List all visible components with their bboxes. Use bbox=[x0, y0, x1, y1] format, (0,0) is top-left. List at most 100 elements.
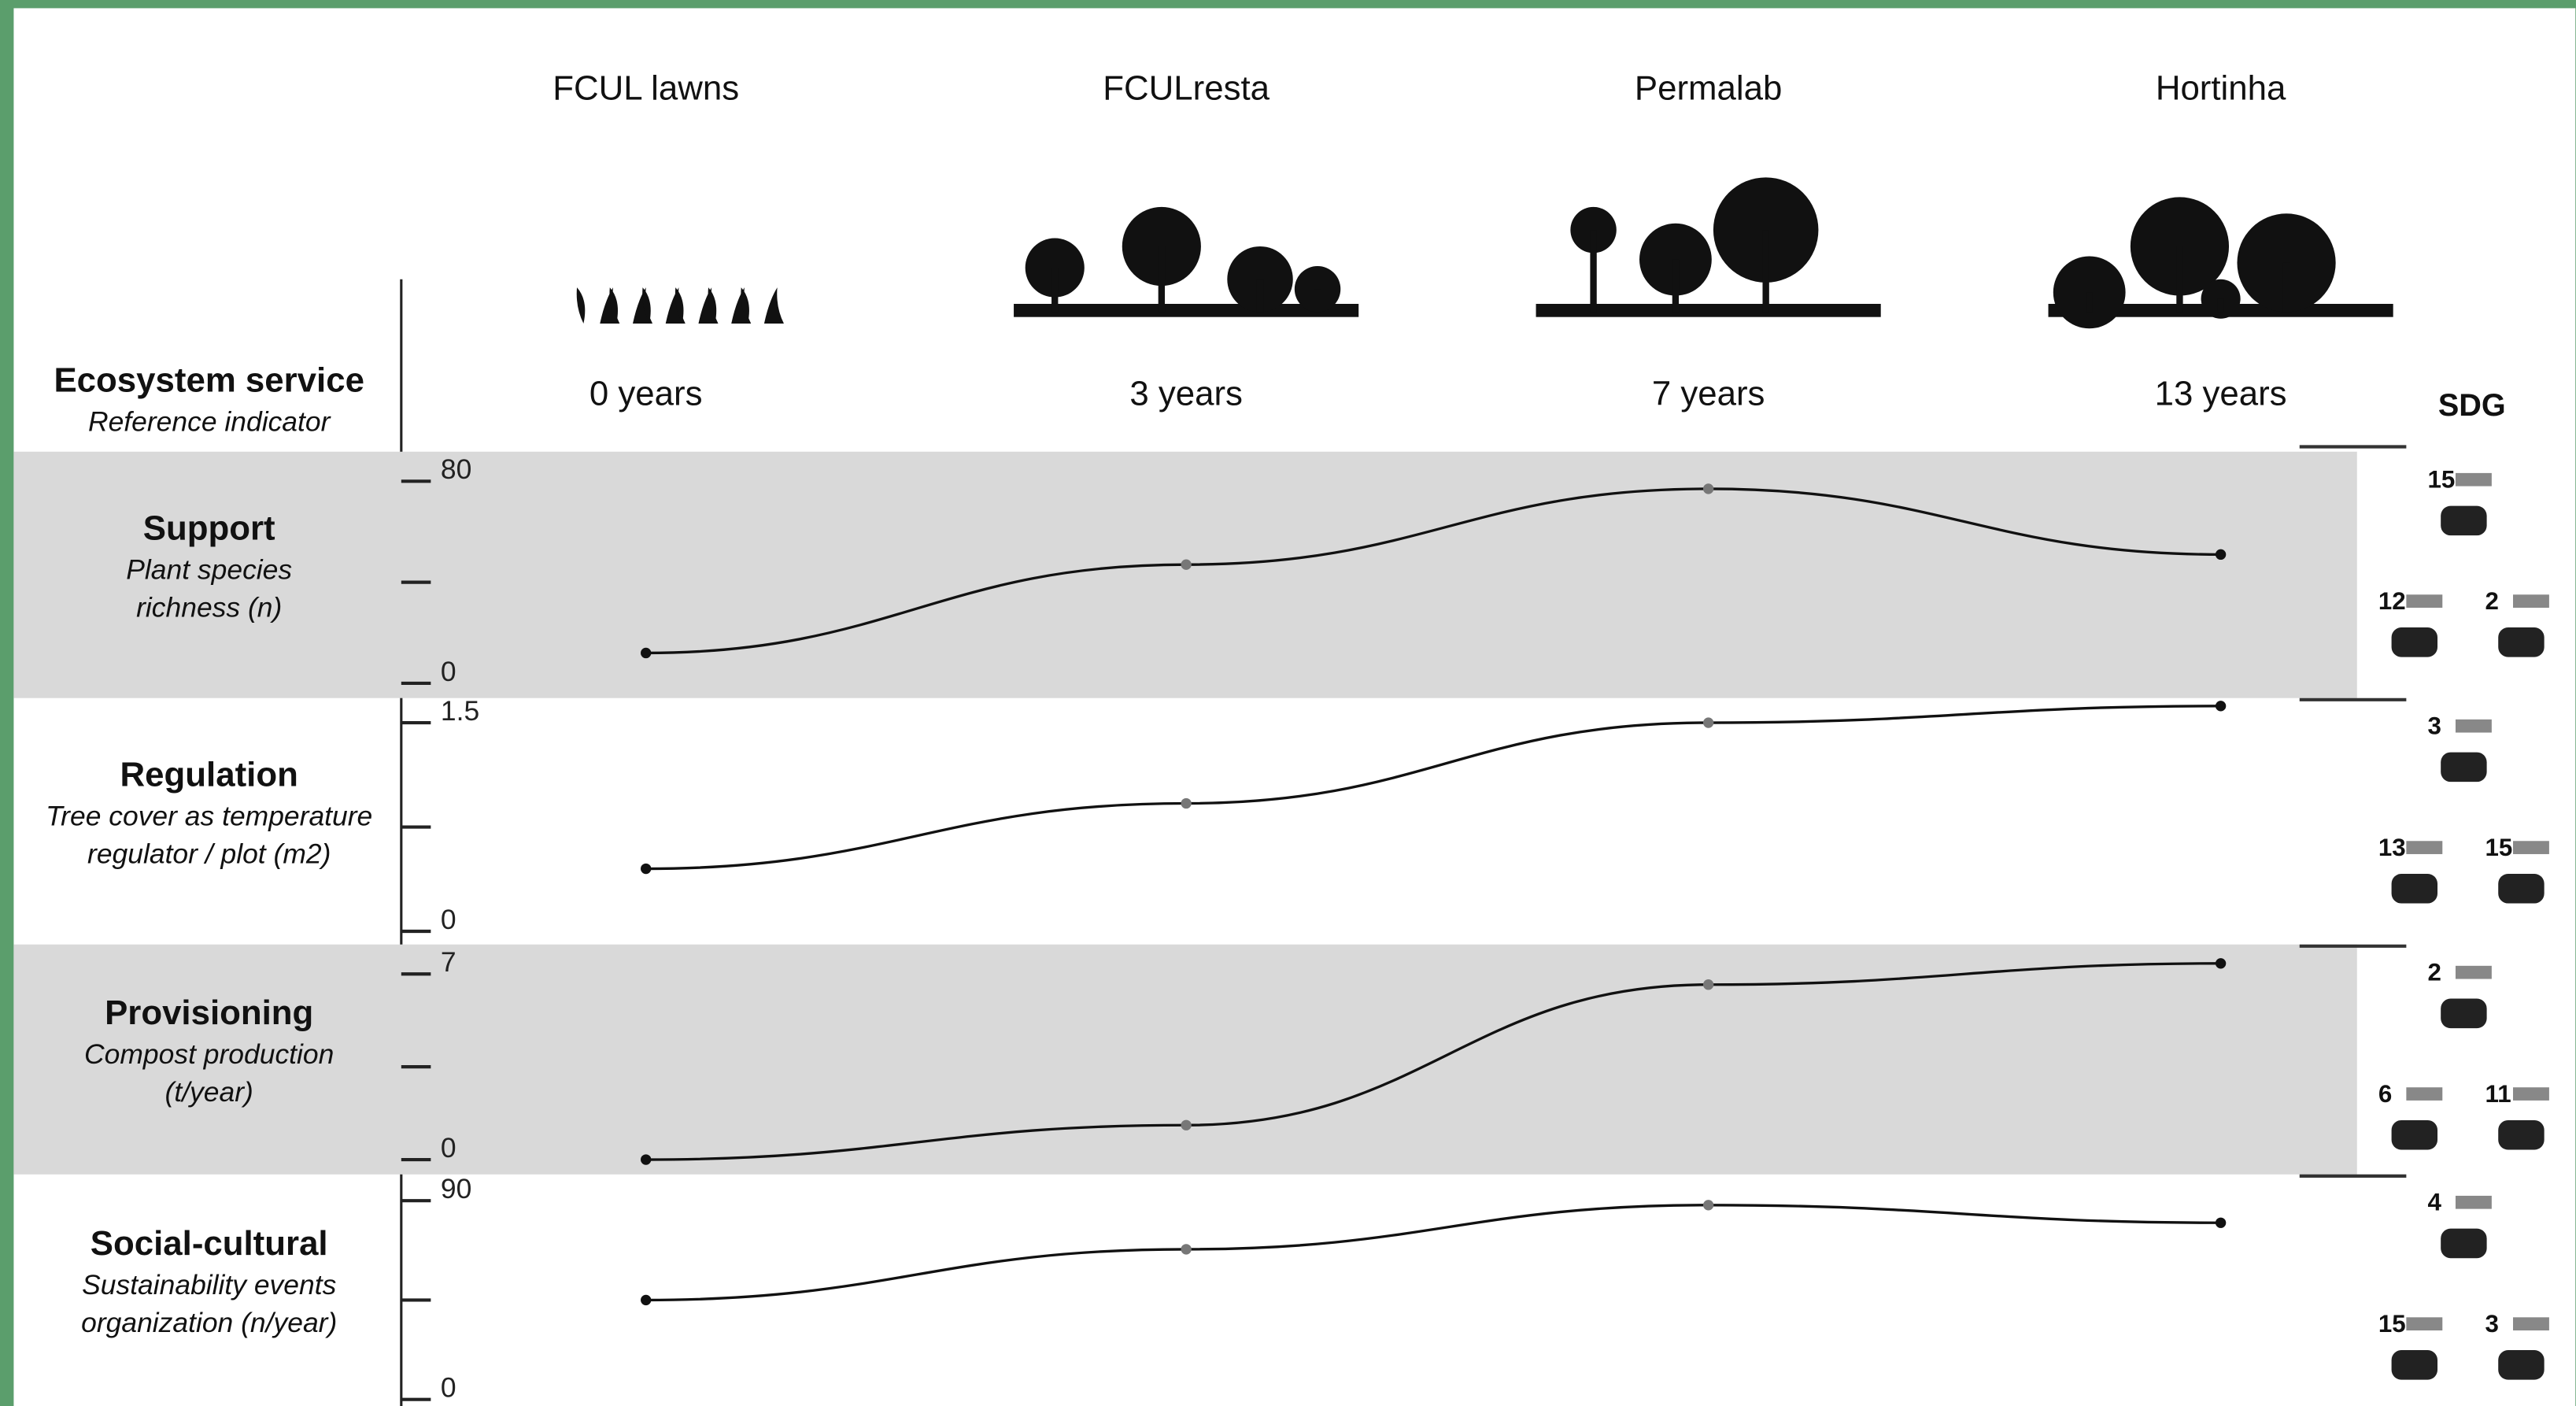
tree-crown bbox=[1570, 206, 1617, 253]
y-tick-label: 0 bbox=[441, 1371, 456, 1403]
tree-trunk bbox=[1051, 268, 1059, 313]
tree-trunk bbox=[2086, 292, 2093, 313]
sdg-glyph bbox=[2498, 627, 2545, 657]
sdg-caption bbox=[2512, 1087, 2549, 1101]
sdg-caption bbox=[2455, 719, 2492, 733]
sdg-number: 13 bbox=[2378, 834, 2406, 861]
data-point bbox=[641, 863, 652, 875]
trend-line bbox=[645, 705, 2221, 871]
vegetation-icon bbox=[1014, 206, 1359, 317]
sdg-glyph bbox=[2391, 1119, 2438, 1150]
site-name: FCUL lawns bbox=[553, 68, 739, 107]
sdg-glyph bbox=[2391, 873, 2438, 904]
tree-trunk bbox=[1256, 279, 1264, 313]
tree-trunk bbox=[2176, 246, 2183, 313]
sdg-caption bbox=[2512, 594, 2549, 608]
data-point bbox=[641, 1154, 652, 1165]
tree-trunk bbox=[1672, 259, 1680, 313]
grass bbox=[708, 287, 717, 324]
sdg-glyph bbox=[2441, 752, 2487, 783]
data-point bbox=[1702, 1200, 1714, 1211]
sdg-number: 6 bbox=[2378, 1080, 2392, 1108]
tree-trunk bbox=[2282, 262, 2290, 313]
sdg-glyph bbox=[2391, 1350, 2438, 1380]
service-indicator: regulator / plot (m2) bbox=[87, 838, 331, 869]
tree-trunk bbox=[1158, 246, 1166, 313]
sdg-caption bbox=[2455, 1195, 2492, 1209]
data-point bbox=[2215, 958, 2227, 969]
trend-line bbox=[645, 1204, 2221, 1302]
service-indicator: Plant species bbox=[126, 553, 292, 585]
data-point bbox=[2215, 549, 2227, 561]
y-tick-label: 80 bbox=[441, 453, 471, 485]
panel-band bbox=[13, 451, 2357, 698]
y-tick-label: 0 bbox=[441, 904, 456, 935]
site-age: 13 years bbox=[2155, 374, 2287, 413]
sdg-caption bbox=[2406, 841, 2443, 854]
tree-trunk bbox=[1314, 289, 1321, 313]
site-age: 7 years bbox=[1652, 374, 1765, 413]
grass bbox=[674, 287, 684, 324]
site-name: Hortinha bbox=[2156, 68, 2286, 107]
service-title: Support bbox=[143, 509, 275, 548]
sdg-glyph bbox=[2441, 1228, 2487, 1259]
y-tick-label: 7 bbox=[441, 946, 456, 978]
tree-trunk bbox=[2217, 298, 2224, 313]
service-indicator: organization (n/year) bbox=[81, 1307, 337, 1338]
data-point bbox=[1181, 797, 1192, 809]
service-title: Social-cultural bbox=[91, 1224, 328, 1263]
service-indicator: Sustainability events bbox=[82, 1269, 336, 1301]
panel-band bbox=[13, 944, 2357, 1175]
data-point bbox=[641, 647, 652, 659]
service-indicator: (t/year) bbox=[165, 1076, 253, 1108]
service-indicator: Compost production bbox=[84, 1038, 334, 1070]
vegetation-icon bbox=[576, 287, 784, 324]
y-tick-label: 1.5 bbox=[441, 695, 479, 727]
grass bbox=[763, 287, 784, 324]
sdg-number: 12 bbox=[2378, 587, 2406, 615]
sdg-glyph bbox=[2498, 1350, 2545, 1380]
sdg-number: 15 bbox=[2427, 466, 2455, 494]
service-indicator: richness (n) bbox=[136, 591, 282, 623]
sdg-caption bbox=[2406, 1087, 2443, 1101]
sdg-glyph bbox=[2441, 998, 2487, 1029]
data-point bbox=[2215, 1217, 2227, 1228]
data-point bbox=[1702, 717, 1714, 728]
sdg-caption bbox=[2512, 1317, 2549, 1331]
site-age: 0 years bbox=[589, 374, 703, 413]
service-label: Ecosystem service bbox=[54, 361, 364, 400]
service-title: Provisioning bbox=[105, 993, 313, 1032]
grass bbox=[642, 287, 651, 324]
service-indicator: Tree cover as temperature bbox=[46, 800, 372, 831]
sdg-glyph bbox=[2441, 505, 2487, 536]
data-point bbox=[2215, 701, 2227, 712]
grass bbox=[609, 287, 619, 324]
y-tick-label: 0 bbox=[441, 1132, 456, 1164]
sdg-glyph bbox=[2391, 627, 2438, 657]
data-point bbox=[641, 1294, 652, 1306]
tree-trunk bbox=[1762, 230, 1769, 313]
trend-line bbox=[645, 962, 2221, 1161]
y-tick-label: 90 bbox=[441, 1173, 471, 1204]
vegetation-icon bbox=[2048, 197, 2393, 329]
data-point bbox=[1181, 1244, 1192, 1255]
service-title: Regulation bbox=[120, 755, 298, 794]
site-name: Permalab bbox=[1635, 68, 1782, 107]
sdg-caption bbox=[2406, 1317, 2443, 1331]
trend-line bbox=[645, 487, 2221, 655]
sdg-caption bbox=[2455, 472, 2492, 487]
ground bbox=[1536, 303, 1881, 317]
data-point bbox=[1181, 1119, 1192, 1130]
sdg-number: 15 bbox=[2378, 1310, 2406, 1338]
sdg-label: SDG bbox=[2438, 388, 2506, 423]
tree-trunk bbox=[1590, 230, 1597, 313]
data-point bbox=[1702, 483, 1714, 494]
sdg-glyph bbox=[2498, 873, 2545, 904]
indicator-label: Reference indicator bbox=[88, 406, 331, 438]
data-point bbox=[1181, 559, 1192, 570]
sdg-number: 3 bbox=[2427, 712, 2441, 740]
sdg-number: 15 bbox=[2485, 834, 2513, 861]
grass bbox=[576, 287, 586, 324]
grass bbox=[741, 287, 749, 324]
